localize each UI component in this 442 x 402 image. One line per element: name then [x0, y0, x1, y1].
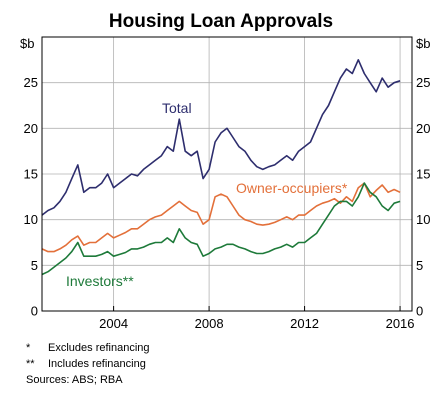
x-tick-label: 2008 [195, 316, 224, 331]
y-axis-right-ticks: 0 5 10 15 20 25 [416, 75, 430, 318]
y-tick-label-right: 10 [416, 212, 430, 227]
right-unit-label: $b [416, 36, 430, 51]
footnote-text: Excludes refinancing [48, 342, 150, 354]
y-tick-label-right: 5 [416, 258, 423, 273]
series-line-2 [41, 182, 401, 276]
series-line-1 [41, 182, 401, 253]
series-line-0 [41, 58, 401, 216]
chart-title: Housing Loan Approvals [109, 11, 333, 32]
x-axis-ticks: 2004 2008 2012 2016 [99, 306, 415, 331]
footnote-includes: ** Includes refinancing [26, 356, 150, 372]
series-lines [41, 58, 401, 276]
y-tick-label-left: 20 [24, 121, 38, 136]
y-tick-label-left: 25 [24, 75, 38, 90]
footnote-text: Includes refinancing [48, 358, 146, 370]
y-tick-label-right: 15 [416, 167, 430, 182]
y-tick-label-left: 5 [31, 258, 38, 273]
y-tick-label-right: 25 [416, 75, 430, 90]
footnote-mark: * [26, 342, 31, 354]
x-tick-label: 2016 [386, 316, 415, 331]
sources-line: Sources: ABS; RBA [26, 374, 123, 386]
series-label-total: Total [162, 100, 192, 116]
x-tick-label: 2004 [99, 316, 128, 331]
series-label-owner-occupiers: Owner-occupiers* [236, 180, 348, 196]
y-tick-label-right: 0 [416, 304, 423, 319]
y-tick-label-right: 20 [416, 121, 430, 136]
series-label-investors: Investors** [66, 273, 134, 289]
plot-frame [41, 36, 413, 312]
y-tick-label-left: 15 [24, 167, 38, 182]
chart-canvas: Housing Loan Approvals $b $b 2004 2008 201… [20, 11, 430, 331]
chart-notes: * Excludes refinancing ** Includes refin… [26, 340, 150, 388]
left-unit-label: $b [20, 36, 34, 51]
y-axis-left-ticks: 0 5 10 15 20 25 [24, 75, 38, 318]
gridlines [42, 37, 412, 311]
y-tick-label-left: 10 [24, 212, 38, 227]
y-tick-label-left: 0 [31, 304, 38, 319]
x-tick-label: 2012 [290, 316, 319, 331]
footnote-excludes: * Excludes refinancing [26, 340, 150, 356]
footnote-mark: ** [26, 358, 35, 370]
